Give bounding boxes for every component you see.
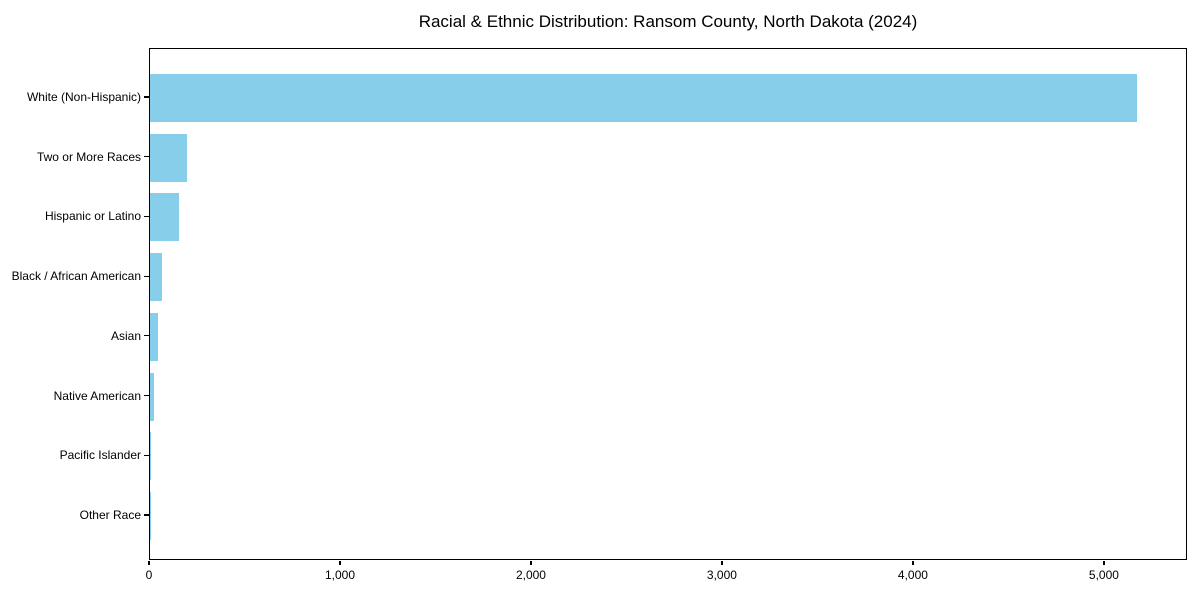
plot-area	[149, 48, 1187, 560]
x-tick-0	[148, 561, 150, 565]
y-tick-other-race	[144, 514, 149, 516]
bar-asian	[150, 312, 159, 361]
y-tick-white-non-hispanic	[144, 96, 149, 98]
y-tick-native-american	[144, 394, 149, 397]
x-tick-label-3000: 3,000	[706, 568, 737, 582]
x-tick-label-2000: 2,000	[515, 568, 546, 582]
x-tick-3000	[721, 561, 723, 565]
y-label-pacific-islander: Pacific Islander	[59, 448, 141, 463]
x-tick-label-4000: 4,000	[897, 568, 928, 582]
bar-white-non-hispanic	[150, 74, 1138, 122]
bar-hispanic-or-latino	[150, 193, 180, 242]
x-tick-label-5000: 5,000	[1088, 568, 1119, 582]
chart-title: Racial & Ethnic Distribution: Ransom Cou…	[418, 12, 918, 31]
bar-black-african-american	[150, 253, 163, 302]
x-tick-5000	[1103, 561, 1105, 565]
x-tick-2000	[530, 561, 532, 565]
y-tick-two-or-more-races	[144, 156, 149, 158]
x-tick-label-0: 0	[145, 568, 153, 582]
x-tick-label-1000: 1,000	[324, 568, 355, 582]
y-label-black-african-american: Black / African American	[11, 269, 141, 284]
y-label-hispanic-or-latino: Hispanic or Latino	[44, 209, 141, 224]
y-tick-pacific-islander	[144, 454, 149, 456]
y-tick-black-african-american	[144, 275, 149, 277]
x-tick-4000	[912, 561, 914, 565]
bar-two-or-more-races	[150, 133, 188, 182]
y-label-white-non-hispanic: White (Non-Hispanic)	[26, 90, 141, 104]
y-label-asian: Asian	[110, 328, 141, 343]
y-tick-hispanic-or-latino	[144, 215, 149, 217]
bar-native-american	[150, 372, 154, 421]
y-label-other-race: Other Race	[79, 507, 141, 522]
x-tick-1000	[339, 561, 341, 565]
y-label-two-or-more-races: Two or More Races	[36, 149, 141, 164]
y-tick-asian	[144, 335, 149, 337]
y-label-native-american: Native American	[53, 388, 141, 403]
